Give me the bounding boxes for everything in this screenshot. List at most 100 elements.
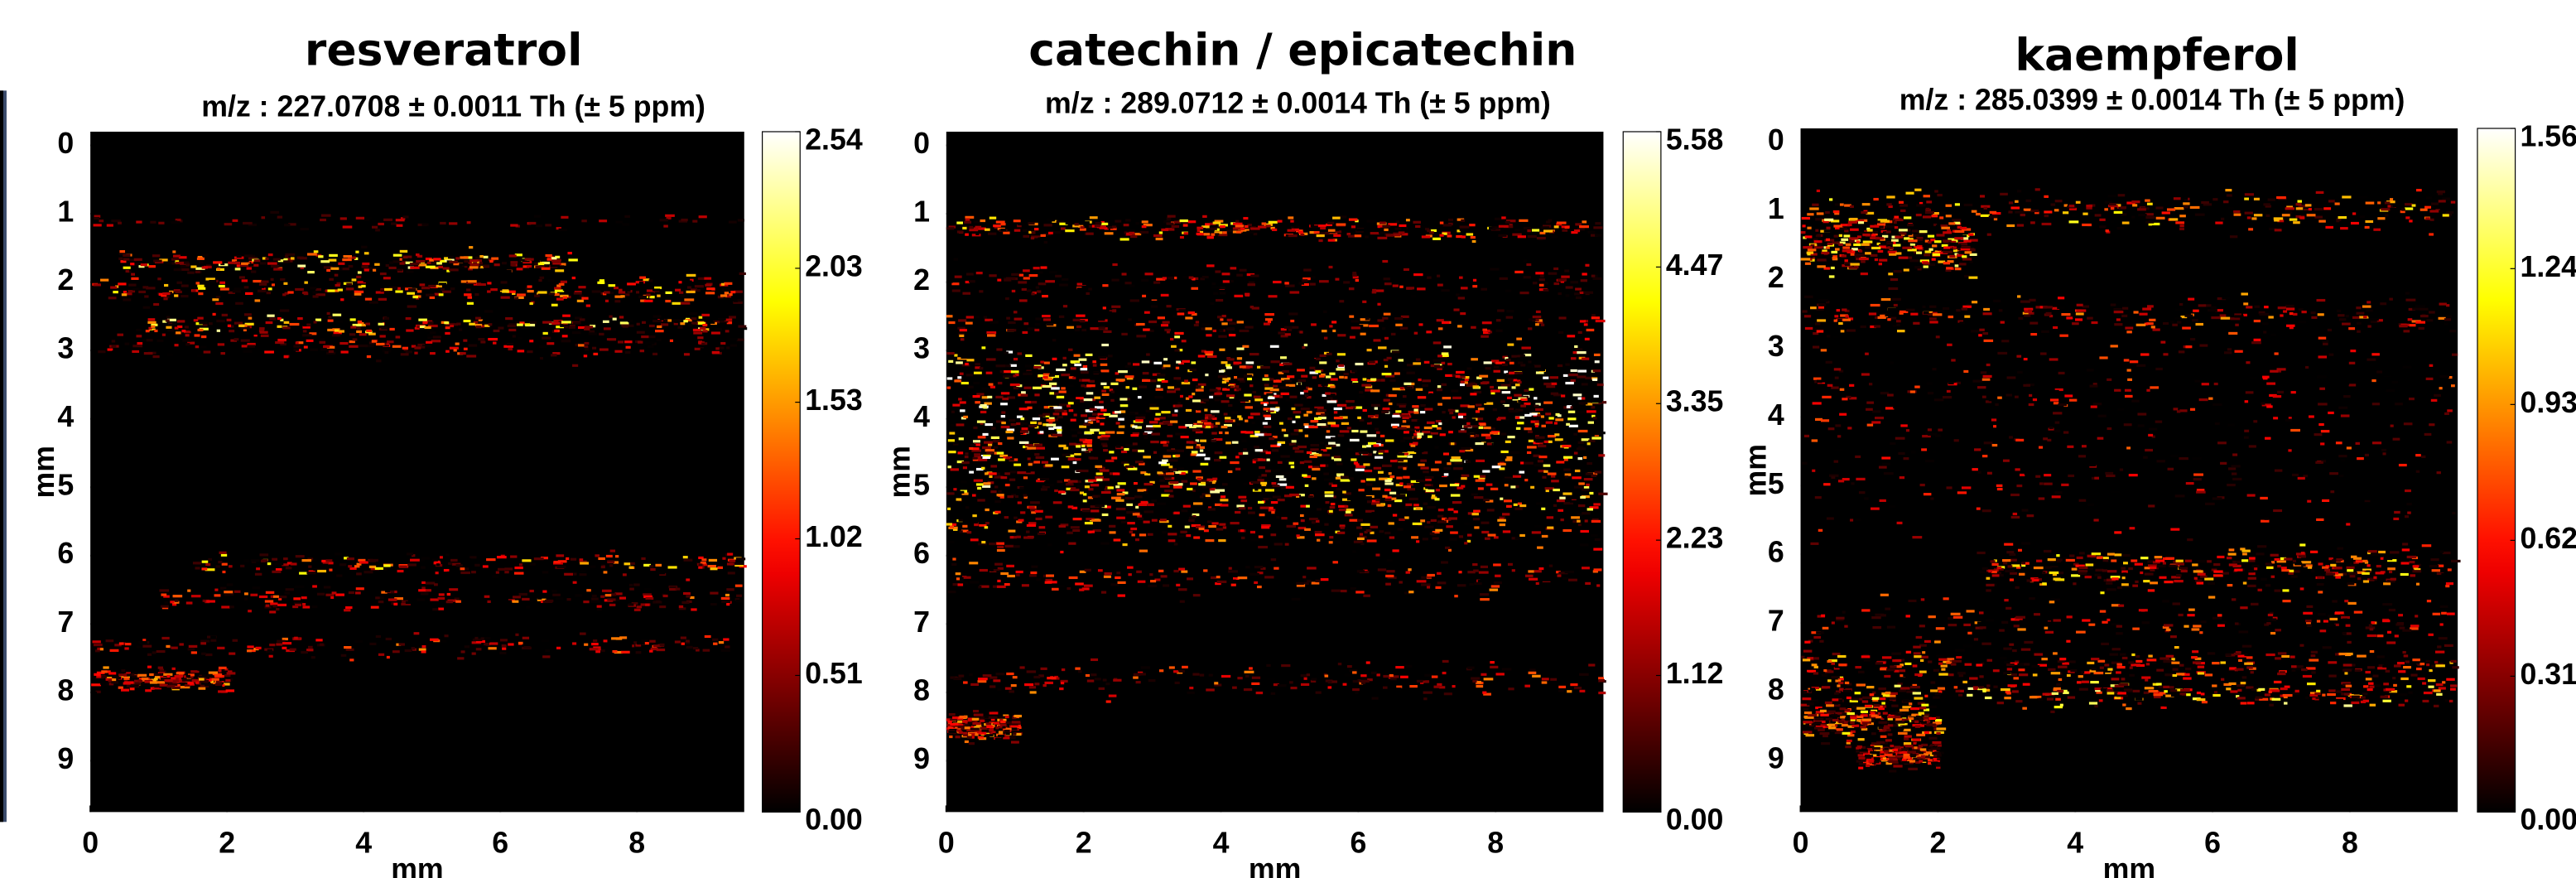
heatmap-pixel xyxy=(1245,294,1250,297)
heatmap-pixel xyxy=(987,334,996,336)
heatmap-pixel xyxy=(1471,236,1476,239)
heatmap-pixel xyxy=(217,268,220,270)
heatmap-pixel xyxy=(388,267,396,269)
heatmap-pixel xyxy=(1174,335,1180,338)
heatmap-pixel xyxy=(976,494,985,497)
heatmap-pixel xyxy=(1285,543,1289,546)
heatmap-pixel xyxy=(125,643,131,645)
heatmap-pixel xyxy=(1515,384,1520,386)
heatmap-pixel xyxy=(1302,279,1307,282)
heatmap-pixel xyxy=(261,216,265,219)
heatmap-pixel xyxy=(981,346,985,349)
heatmap-pixel xyxy=(465,645,469,648)
heatmap-pixel xyxy=(1481,522,1489,524)
heatmap-pixel xyxy=(1334,408,1342,410)
heatmap-pixel xyxy=(219,285,225,287)
heatmap-pixel xyxy=(1254,431,1260,433)
heatmap-pixel xyxy=(428,285,436,287)
heatmap-pixel xyxy=(1196,321,1199,323)
heatmap-pixel xyxy=(1570,281,1578,283)
heatmap-pixel xyxy=(1363,378,1367,380)
heatmap-pixel xyxy=(1298,429,1302,432)
heatmap-pixel xyxy=(295,288,304,291)
heatmap-pixel xyxy=(1519,534,1525,537)
heatmap-pixel xyxy=(561,265,565,268)
heatmap-pixel xyxy=(1294,225,1299,228)
heatmap-pixel xyxy=(1562,492,1572,494)
heatmap-pixel xyxy=(356,587,364,590)
heatmap-pixel xyxy=(1445,547,1450,549)
heatmap-pixel xyxy=(979,522,985,524)
heatmap-pixel xyxy=(1112,263,1117,266)
heatmap-pixel xyxy=(234,287,243,290)
heatmap-pixel xyxy=(1336,488,1341,490)
heatmap-pixel xyxy=(1518,235,1526,238)
heatmap-pixel xyxy=(1296,534,1299,537)
heatmap-pixel xyxy=(1157,385,1161,388)
heatmap-pixel xyxy=(1023,322,1028,325)
heatmap-pixel xyxy=(378,323,385,326)
heatmap-pixel xyxy=(1466,233,1474,235)
heatmap-pixel xyxy=(969,470,974,473)
heatmap-pixel xyxy=(1301,408,1310,410)
heatmap-pixel xyxy=(285,255,288,258)
heatmap-pixel xyxy=(172,250,176,253)
heatmap-pixel xyxy=(253,336,258,339)
heatmap-pixel xyxy=(998,458,1005,461)
heatmap-pixel xyxy=(699,316,703,319)
heatmap-pixel xyxy=(431,281,437,283)
heatmap-pixel xyxy=(284,224,290,226)
heatmap-pixel xyxy=(348,565,352,567)
heatmap-pixel xyxy=(1551,383,1558,385)
heatmap-pixel xyxy=(1317,539,1320,542)
heatmap-pixel xyxy=(580,558,584,561)
heatmap-pixel xyxy=(1213,222,1221,224)
heatmap-pixel xyxy=(957,376,961,379)
heatmap-pixel xyxy=(1534,464,1543,466)
heatmap-pixel xyxy=(1189,277,1194,279)
heatmap-pixel xyxy=(1072,529,1080,532)
heatmap-pixel xyxy=(709,559,717,562)
heatmap-pixel xyxy=(1220,499,1228,501)
heatmap-pixel xyxy=(537,291,546,293)
heatmap-pixel xyxy=(1566,423,1570,426)
heatmap-pixel xyxy=(1119,398,1127,400)
heatmap-pixel xyxy=(1404,383,1411,385)
heatmap-pixel xyxy=(1582,287,1587,289)
heatmap-pixel xyxy=(959,437,964,440)
heatmap-pixel xyxy=(1112,225,1116,228)
heatmap-pixel xyxy=(1355,407,1362,409)
heatmap-pixel xyxy=(1451,442,1455,445)
heatmap-pixel xyxy=(1209,396,1213,398)
heatmap-pixel xyxy=(146,287,155,289)
heatmap-pixel xyxy=(1105,220,1110,223)
heatmap-pixel xyxy=(1267,459,1270,461)
heatmap-pixel xyxy=(727,552,733,555)
heatmap-pixel xyxy=(306,649,313,651)
heatmap-pixel xyxy=(365,298,372,301)
heatmap-pixel xyxy=(166,645,170,648)
heatmap-pixel xyxy=(1027,289,1032,292)
heatmap-pixel xyxy=(389,328,394,330)
heatmap-pixel xyxy=(1000,403,1008,405)
heatmap-pixel xyxy=(1399,224,1406,227)
heatmap-pixel xyxy=(680,322,685,325)
heatmap-pixel xyxy=(163,297,167,300)
heatmap-pixel xyxy=(1200,495,1204,498)
heatmap-pixel xyxy=(1068,402,1074,404)
heatmap-pixel xyxy=(1389,472,1392,475)
heatmap-pixel xyxy=(1596,320,1606,322)
heatmap-pixel xyxy=(1076,397,1084,399)
heatmap-pixel xyxy=(1437,275,1440,277)
heatmap-pixel xyxy=(1103,330,1111,333)
heatmap-pixel xyxy=(259,327,265,330)
heatmap-pixel xyxy=(1182,480,1188,483)
heatmap-pixel xyxy=(1188,311,1195,314)
heatmap-pixel xyxy=(1528,360,1531,363)
heatmap-pixel xyxy=(1547,516,1553,519)
heatmap-pixel xyxy=(624,340,632,343)
heatmap-pixel xyxy=(355,591,361,594)
heatmap-pixel xyxy=(1249,384,1253,387)
heatmap-pixel xyxy=(734,562,744,565)
heatmap-pixel xyxy=(1519,381,1522,384)
